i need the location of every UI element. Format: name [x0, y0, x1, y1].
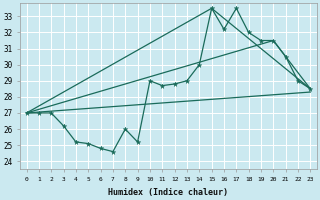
X-axis label: Humidex (Indice chaleur): Humidex (Indice chaleur): [108, 188, 228, 197]
